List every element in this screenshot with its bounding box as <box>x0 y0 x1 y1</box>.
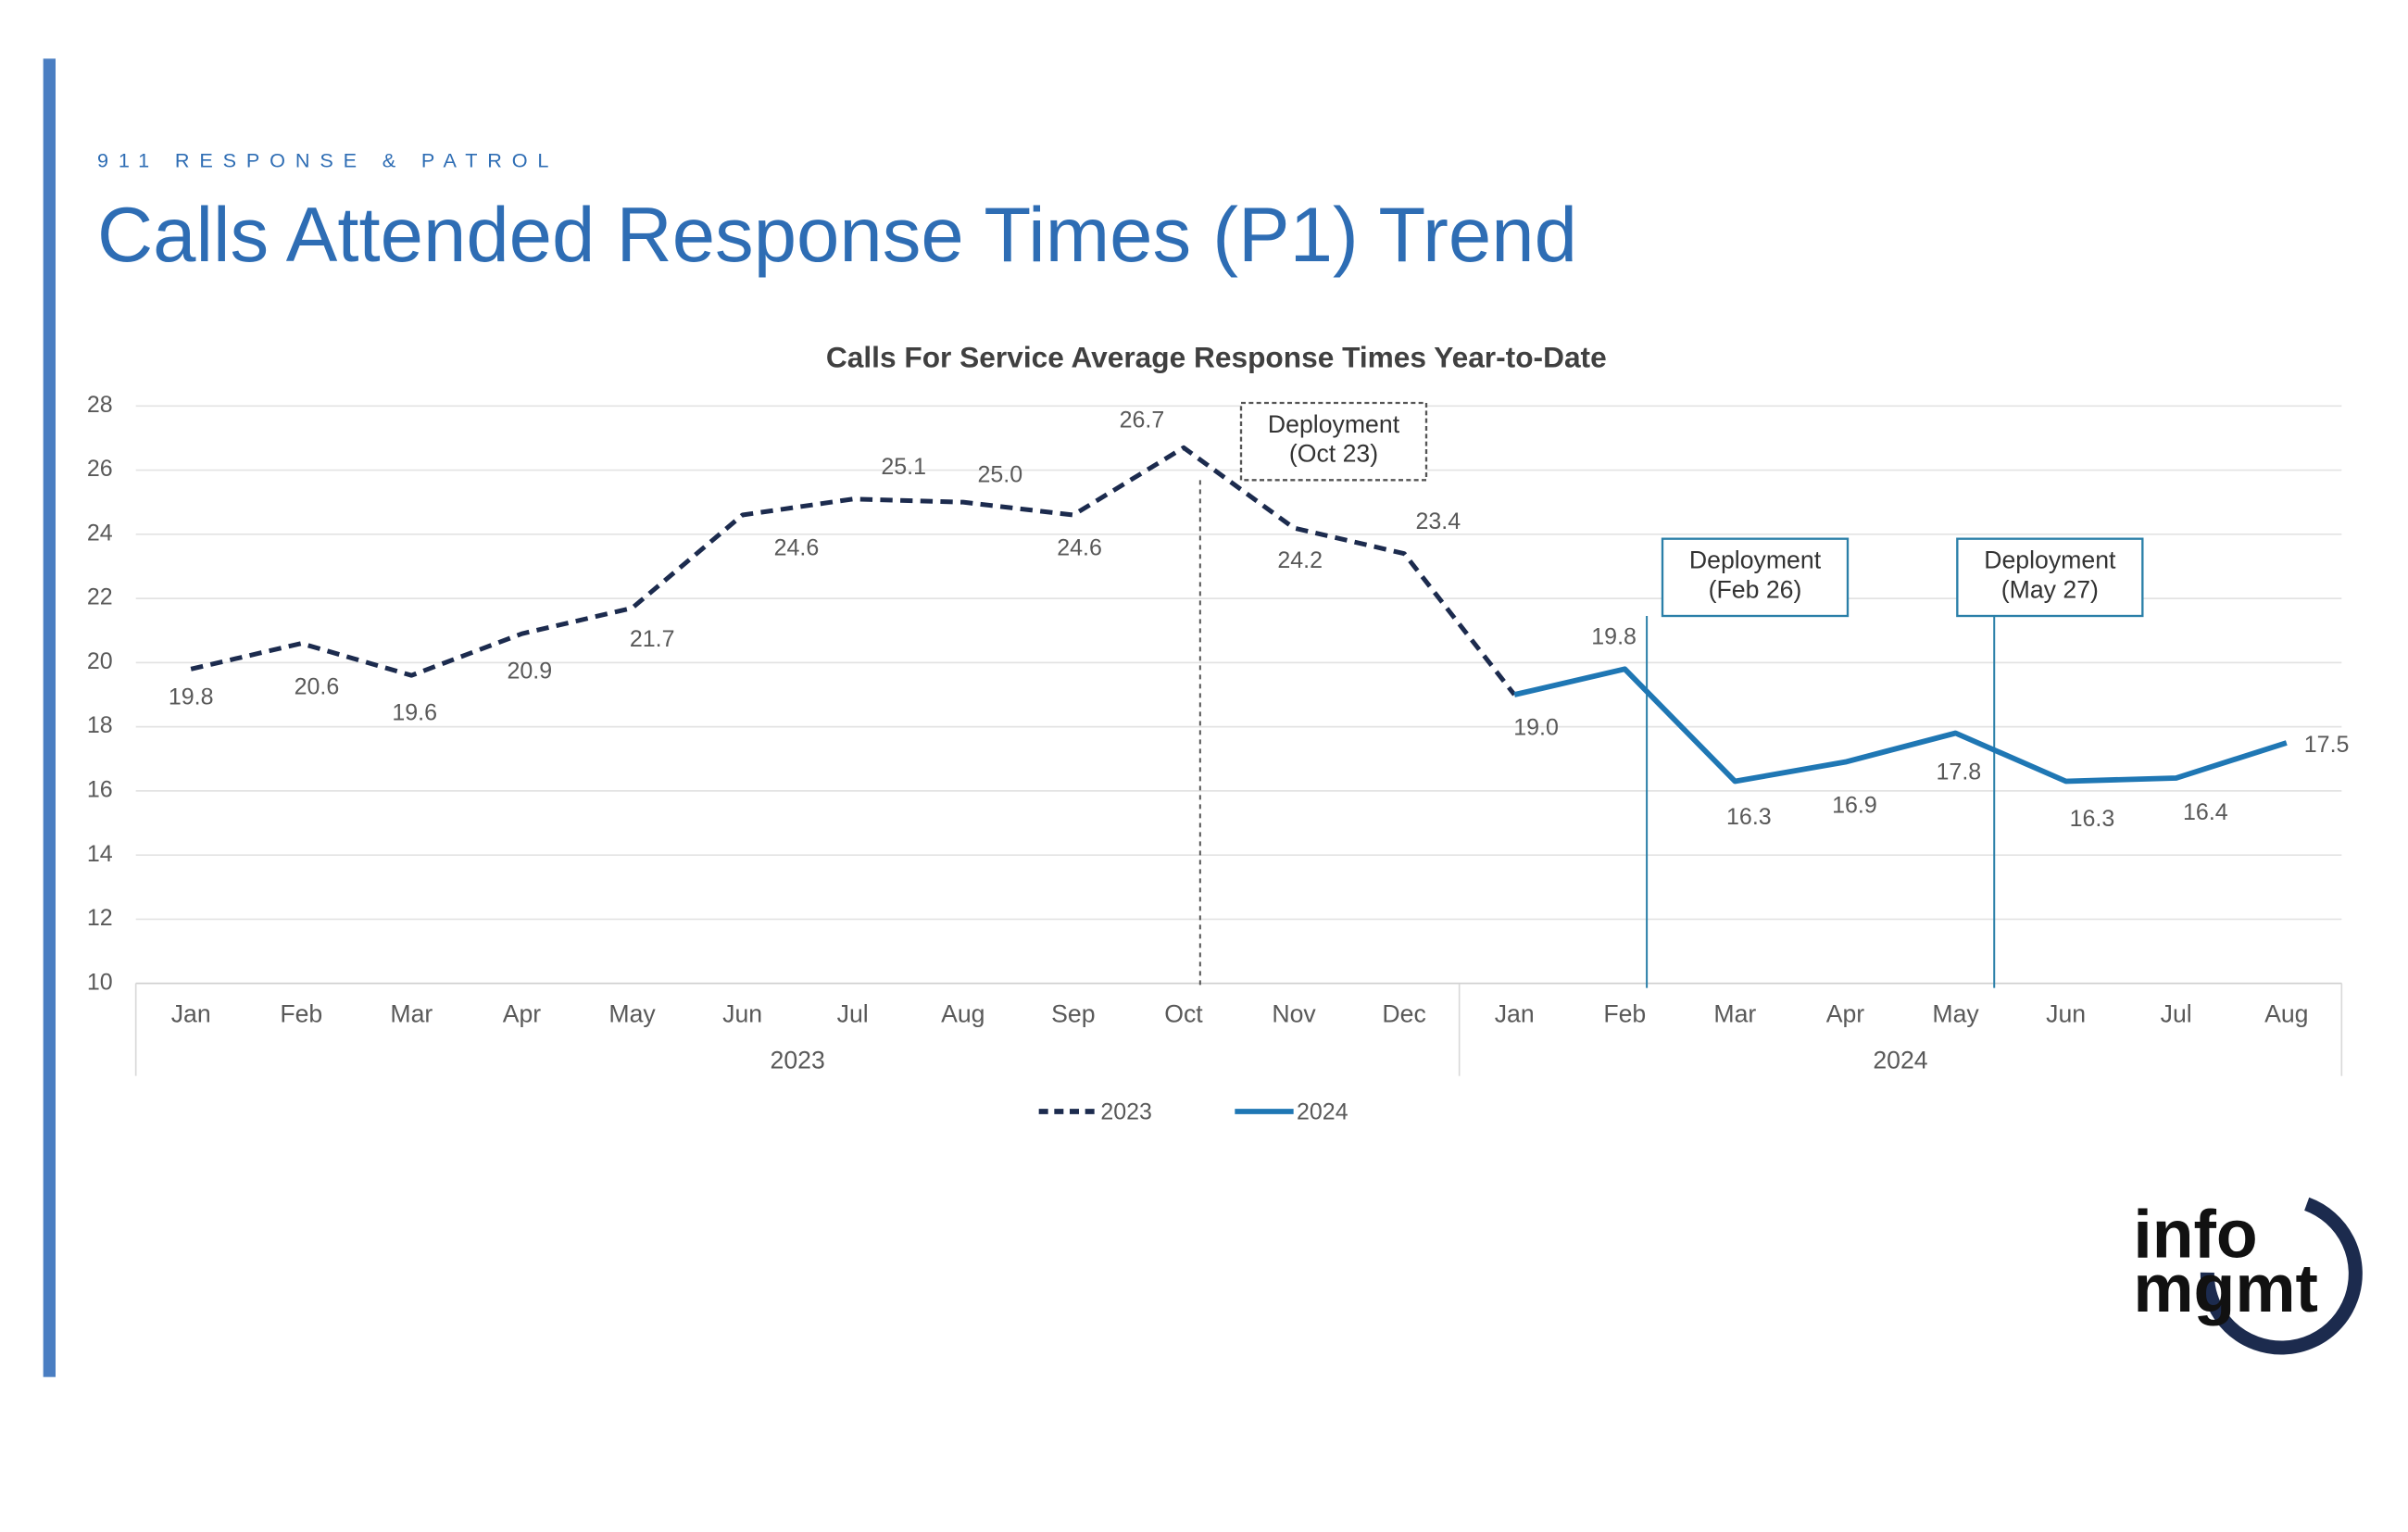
x-tick-label: Mar <box>390 1000 433 1028</box>
data-label: 16.3 <box>1726 804 1772 830</box>
annotation-text: Deployment <box>1268 410 1400 438</box>
x-tick-label: Jan <box>1495 1000 1535 1028</box>
accent-bar <box>43 58 56 1377</box>
data-label: 24.6 <box>774 534 820 560</box>
logo: info mgmt <box>2133 1192 2363 1355</box>
data-label: 25.1 <box>881 454 926 480</box>
data-label: 21.7 <box>630 626 675 652</box>
data-label: 20.9 <box>507 658 552 684</box>
data-label: 25.0 <box>977 461 1022 487</box>
y-tick-label: 20 <box>87 648 113 674</box>
y-tick-label: 22 <box>87 584 113 610</box>
slide-title: Calls Attended Response Times (P1) Trend <box>97 192 1577 278</box>
x-tick-label: Feb <box>1603 1000 1646 1028</box>
legend-label: 2023 <box>1100 1099 1152 1124</box>
annotation-text: (Oct 23) <box>1289 440 1378 468</box>
x-tick-label: Apr <box>1826 1000 1865 1028</box>
x-tick-label: Jun <box>2046 1000 2086 1028</box>
data-label: 24.2 <box>1277 547 1323 573</box>
x-tick-label: Nov <box>1272 1000 1316 1028</box>
data-label: 26.7 <box>1120 408 1165 433</box>
x-tick-label: Apr <box>503 1000 542 1028</box>
x-group-label: 2024 <box>1873 1047 1927 1074</box>
data-label: 23.4 <box>1415 509 1461 534</box>
data-label: 19.0 <box>1513 714 1559 740</box>
data-label: 19.6 <box>392 699 437 725</box>
data-label: 19.8 <box>1591 624 1637 650</box>
annotation-box <box>1956 537 2144 618</box>
data-label: 17.5 <box>2304 732 2350 758</box>
annotation-text: (May 27) <box>2001 575 2099 603</box>
kicker: 911 RESPONSE & PATROL <box>97 149 558 172</box>
x-tick-label: Jul <box>2161 1000 2192 1028</box>
chart-title: Calls For Service Average Response Times… <box>826 341 1607 374</box>
y-tick-label: 16 <box>87 776 113 802</box>
data-label: 20.6 <box>295 674 340 700</box>
annotation-box <box>1661 537 1850 618</box>
data-label: 24.6 <box>1057 534 1102 560</box>
x-tick-label: Jun <box>722 1000 762 1028</box>
y-tick-label: 24 <box>87 520 113 546</box>
x-tick-label: Dec <box>1382 1000 1425 1028</box>
y-tick-label: 10 <box>87 969 113 995</box>
x-tick-label: Feb <box>280 1000 322 1028</box>
data-label: 16.3 <box>2070 806 2115 832</box>
legend-label: 2024 <box>1297 1099 1348 1124</box>
x-tick-label: May <box>1932 1000 1979 1028</box>
y-tick-label: 14 <box>87 841 113 867</box>
x-tick-label: Aug <box>941 1000 985 1028</box>
x-group-label: 2023 <box>771 1047 825 1074</box>
x-tick-label: Mar <box>1713 1000 1756 1028</box>
data-label: 16.9 <box>1832 793 1877 819</box>
x-tick-label: Jul <box>837 1000 869 1028</box>
y-tick-label: 28 <box>87 392 113 418</box>
y-tick-label: 26 <box>87 456 113 482</box>
logo-text: mgmt <box>2133 1250 2318 1326</box>
data-label: 19.8 <box>169 684 214 710</box>
x-tick-label: Oct <box>1164 1000 1203 1028</box>
series-line <box>190 445 1517 697</box>
logo-text: info <box>2133 1197 2257 1273</box>
annotation-box <box>1239 401 1428 482</box>
x-tick-label: May <box>608 1000 656 1028</box>
annotation-text: Deployment <box>1689 546 1822 574</box>
x-tick-label: Aug <box>2264 1000 2308 1028</box>
x-tick-label: Jan <box>171 1000 211 1028</box>
y-tick-label: 18 <box>87 712 113 738</box>
annotation-text: Deployment <box>1984 546 2116 574</box>
data-label: 17.8 <box>1937 759 1982 785</box>
x-tick-label: Sep <box>1051 1000 1095 1028</box>
data-label: 16.4 <box>2183 799 2228 825</box>
annotation-text: (Feb 26) <box>1709 575 1802 603</box>
series-line <box>1513 666 2288 785</box>
y-tick-label: 12 <box>87 905 113 931</box>
